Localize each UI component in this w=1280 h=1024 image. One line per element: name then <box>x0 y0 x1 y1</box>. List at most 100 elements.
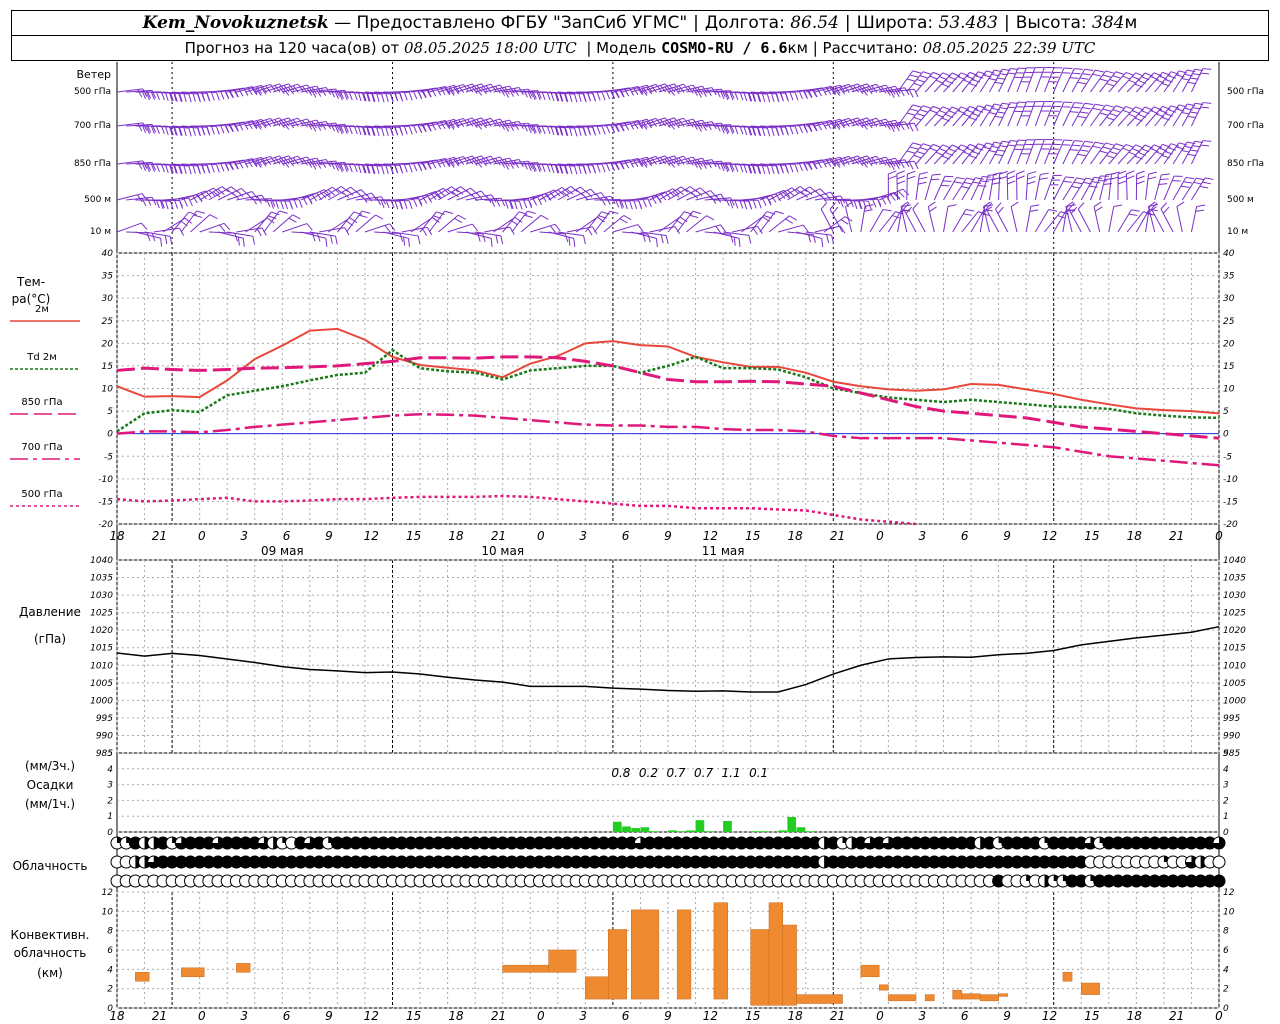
wind-barb-feather <box>673 86 680 95</box>
wind-barb-feather <box>343 125 348 135</box>
wind-barb-feather <box>929 147 938 152</box>
wind-barb-feather <box>1084 68 1094 72</box>
wind-barb-feather <box>624 122 630 131</box>
wind-barb-feather <box>174 127 178 136</box>
wind-barb-feather <box>747 200 752 209</box>
wind-barb-feather <box>1170 105 1180 109</box>
wind-barb-feather <box>912 70 922 74</box>
wind-barb-feather <box>476 85 483 93</box>
wind-barb-feather <box>908 89 914 98</box>
wind-barb-feather <box>251 196 257 205</box>
wind-barb-feather <box>695 189 703 197</box>
wind-barb-feather <box>609 210 619 215</box>
wind-barb-feather <box>1136 175 1145 180</box>
wind-barb-feather <box>274 157 281 165</box>
wind-barb <box>227 120 253 127</box>
precip-bar <box>668 830 677 832</box>
wind-barb-feather <box>861 122 868 130</box>
wind-barb <box>428 210 446 233</box>
wind-barb-feather <box>888 170 897 175</box>
wind-barb-feather <box>220 125 225 134</box>
precip-ytick-left: 3 <box>107 781 113 791</box>
wind-barb-feather <box>739 125 744 135</box>
wind-barb-feather <box>403 164 408 173</box>
conv-ytick-left: 4 <box>107 965 113 975</box>
wind-barb <box>557 163 584 167</box>
wind-barb-feather <box>169 92 173 102</box>
wind-barb-feather <box>540 214 549 220</box>
wind-barb-feather <box>564 93 569 103</box>
wind-barb-feather <box>160 238 163 247</box>
cloud-symbol-fill <box>763 837 776 849</box>
cloud-title: Облачность <box>12 859 88 873</box>
precip-bar <box>778 830 787 832</box>
cloud-symbol-fill <box>946 856 959 868</box>
wind-barb-feather <box>932 173 941 176</box>
wind-barb-feather <box>651 196 657 205</box>
wind-barb <box>603 159 630 165</box>
wind-barb-feather <box>815 190 823 198</box>
wind-barb-feather <box>458 85 465 93</box>
wind-barb-feather <box>980 180 989 183</box>
wind-barb-feather <box>986 142 995 146</box>
cloud-symbol-fill <box>808 856 821 868</box>
cloud-symbol-fill <box>983 837 996 849</box>
wind-level-label-right: 500 гПа <box>1227 87 1264 97</box>
wind-barb-feather <box>393 163 398 173</box>
wind-barb-feather <box>265 119 272 127</box>
wind-barb-feather <box>1109 113 1118 117</box>
wind-barb <box>713 231 740 239</box>
wind-barb <box>410 87 437 93</box>
wind-barb <box>227 231 253 237</box>
wind-barb-feather <box>1193 181 1203 185</box>
wind-barb-feather <box>220 163 225 172</box>
wind-barb-feather <box>969 105 978 110</box>
wind-barb <box>245 117 271 127</box>
temp-ytick-left: 15 <box>102 362 114 372</box>
wind-barb-feather <box>940 184 950 187</box>
wind-barb <box>1053 176 1066 201</box>
wind-barb <box>988 103 1003 127</box>
wind-barb <box>1025 67 1036 93</box>
wind-barb <box>869 209 884 233</box>
wind-barb-feather <box>1093 176 1103 180</box>
wind-barb-feather <box>784 163 789 173</box>
press-ytick-left: 1025 <box>90 609 113 619</box>
wind-barb <box>475 156 501 165</box>
wind-barb <box>1034 67 1045 93</box>
wind-barb <box>190 187 214 201</box>
wind-barb-feather <box>660 157 667 165</box>
press-ytick-left: 990 <box>96 731 113 741</box>
wind-barb-feather <box>165 92 169 102</box>
wind-barb <box>988 141 1003 165</box>
wind-barb-feather <box>729 125 734 135</box>
wind-barb-feather <box>1200 106 1210 109</box>
wind-barb-feather <box>306 122 313 130</box>
cloud-symbol-fill <box>1075 837 1088 849</box>
wind-barb <box>1016 139 1027 165</box>
precip-ytick-right: 3 <box>1223 781 1229 791</box>
wind-barb-feather <box>692 160 698 168</box>
wind-barb-feather <box>559 93 564 102</box>
wind-barb-feather <box>324 189 331 197</box>
time-tick-label: 6 <box>961 529 969 543</box>
cloud-symbol-fill <box>1029 856 1042 868</box>
wind-barb-feather <box>890 87 896 95</box>
cloud-symbol-fill <box>129 837 142 849</box>
cloud-symbol-fill <box>937 856 950 868</box>
wind-barb-feather <box>587 227 593 236</box>
wind-barb-feather <box>932 71 942 76</box>
cloud-symbol-fill <box>1075 856 1088 868</box>
wind-barb-feather <box>385 199 390 208</box>
press-ytick-left: 1035 <box>90 574 113 584</box>
wind-barb-feather <box>582 164 587 174</box>
wind-barb-feather <box>251 121 258 130</box>
wind-barb-feather <box>771 165 775 174</box>
wind-barb-feather <box>885 122 891 130</box>
wind-barb <box>805 85 832 93</box>
wind-barb-feather <box>610 124 615 133</box>
wind-barb-feather <box>260 159 267 167</box>
wind-barb <box>217 231 244 239</box>
wind-barb <box>970 104 987 127</box>
wind-barb-feather <box>527 210 536 215</box>
